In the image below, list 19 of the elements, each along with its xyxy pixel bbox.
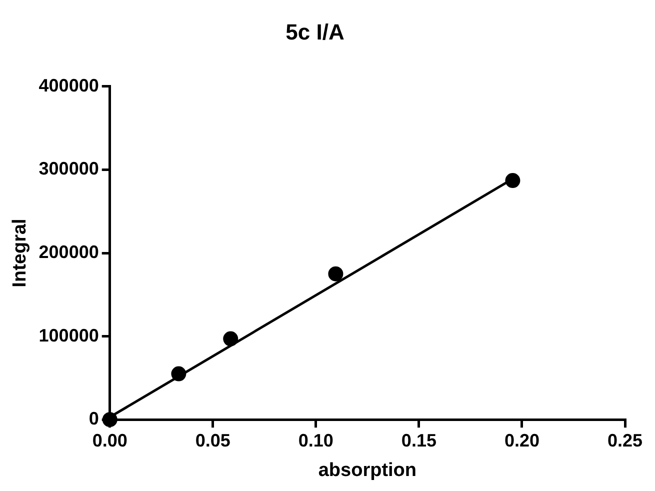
y-tick-label: 200000	[38, 242, 99, 262]
point	[223, 331, 238, 346]
y-tick-label: 300000	[38, 158, 99, 179]
x-tick-label: 0.10	[298, 430, 334, 450]
y-tick-label: 0	[88, 408, 99, 429]
x-tick-label: 0.25	[607, 430, 643, 450]
x-tick-label: 0.05	[195, 430, 230, 450]
y-tick-label: 400000	[38, 75, 99, 96]
x-tick-label: 0.00	[92, 430, 128, 450]
x-tick-label: 0.20	[504, 430, 540, 450]
point	[102, 412, 118, 428]
y-tick-label: 100000	[38, 325, 99, 346]
x-axis-title: absorption	[318, 460, 417, 481]
point	[171, 366, 186, 382]
chart-title: 5c I/A	[286, 19, 344, 44]
y-axis-title: Integral	[10, 218, 31, 288]
x-tick-label: 0.15	[401, 430, 436, 450]
point	[505, 173, 520, 188]
point	[328, 266, 344, 282]
